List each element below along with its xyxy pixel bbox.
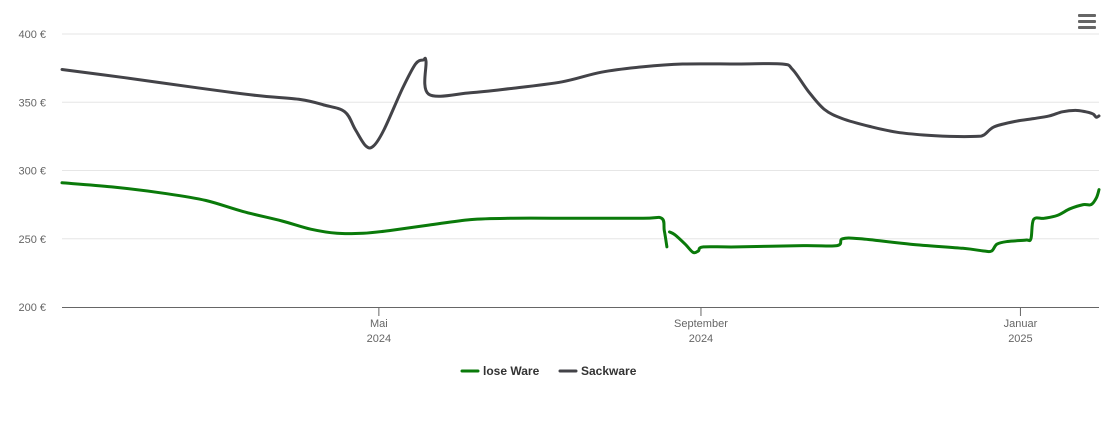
x-tick-month: Januar (1004, 318, 1038, 330)
menu-bar (1078, 20, 1096, 23)
grid-lines (62, 33, 1099, 240)
y-tick-label: 250 € (18, 234, 46, 246)
legend-item[interactable]: Sackware (558, 364, 637, 378)
series-lose-ware[interactable] (60, 181, 1101, 255)
x-tick-month: Mai (370, 318, 388, 330)
y-tick-label: 200 € (18, 302, 46, 314)
series-line[interactable] (60, 56, 1101, 150)
chart-menu-icon[interactable] (1076, 12, 1098, 32)
x-axis: Mai 2024 September 2024 Januar 2025 (62, 307, 1099, 345)
x-tick-month: September (674, 318, 728, 330)
x-tick-year: 2025 (1008, 333, 1032, 345)
x-tick-year: 2024 (689, 333, 713, 345)
menu-bar (1078, 14, 1096, 17)
x-tick-year: 2024 (367, 333, 391, 345)
legend-label: lose Ware (483, 364, 540, 378)
series-line[interactable] (60, 181, 669, 249)
legend[interactable]: lose Ware Sackware (460, 364, 637, 378)
legend-item[interactable]: lose Ware (460, 364, 540, 378)
series-line[interactable] (668, 188, 1101, 255)
menu-bar (1078, 26, 1096, 29)
legend-label: Sackware (581, 364, 637, 378)
series-sackware[interactable] (60, 56, 1101, 150)
y-axis: 200 € 250 € 300 € 350 € 400 € (18, 29, 46, 314)
y-tick-label: 300 € (18, 166, 46, 178)
y-tick-label: 350 € (18, 97, 46, 109)
series-lines[interactable] (60, 56, 1101, 255)
y-tick-label: 400 € (18, 29, 46, 41)
